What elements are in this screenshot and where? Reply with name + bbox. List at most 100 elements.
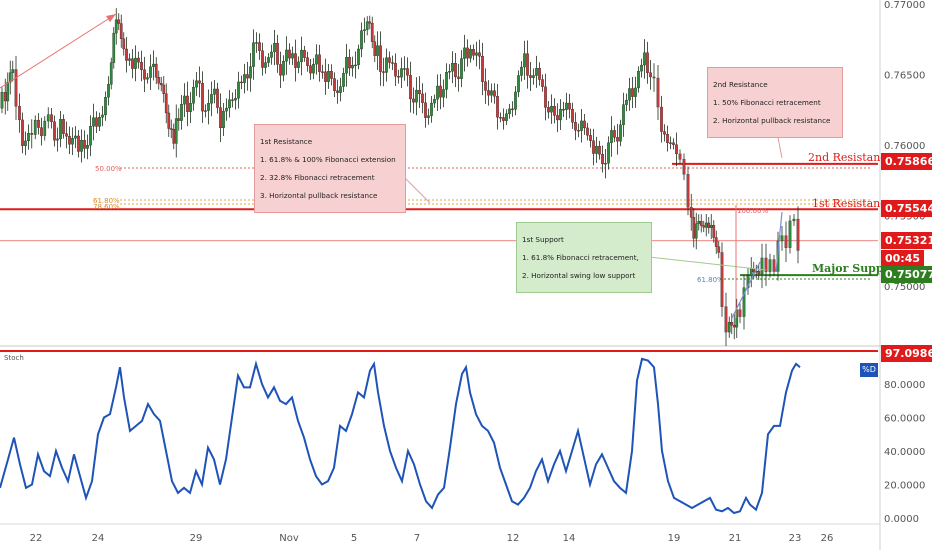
candle-body [577,130,580,132]
candle-body [162,84,166,94]
candle-body [592,140,595,154]
candle-body [565,102,568,110]
first-support-note: 1st Support 1. 61.8% Fibonacci retraceme… [516,222,652,293]
candle-body [412,98,415,103]
candle-body [201,82,204,112]
candle-body [484,81,487,91]
candle-body [140,62,143,70]
candle-body [732,324,736,328]
tag-second-resistance: 0.75866 [881,153,932,170]
time-tick-label: 12 [507,533,520,544]
fib-label: 100.00% [737,207,768,215]
projection-arrow [775,211,783,273]
candle-body [583,120,586,129]
candle-body [65,133,68,137]
candle-body [83,140,86,149]
candle-body [457,76,460,79]
candle-body [288,49,291,59]
candle-body [382,71,385,73]
candle-body [183,95,186,105]
candle-body [792,218,796,222]
time-tick-label: Nov [279,533,299,544]
candle-body [189,103,192,112]
candle-body [107,84,110,98]
price-tick-label: 0.76000 [884,141,925,152]
candle-body [616,137,619,142]
first-support-connector [639,255,767,271]
candle-body [225,107,228,112]
candle-body [580,120,583,131]
d-series-badge[interactable]: %D [860,363,878,377]
candle-body [445,71,448,90]
candle-body [30,133,34,135]
fib-label: 50.00% [95,165,122,173]
candle-body [391,62,394,64]
candle-body [502,117,505,121]
candle-body [43,120,47,136]
candle-body [204,110,207,112]
candle-body [574,122,577,131]
candle-body [442,89,445,98]
candle-body [784,235,788,248]
candle-body [98,117,101,127]
candle-body [255,42,258,44]
candle-body [270,51,273,58]
candle-body [365,21,369,30]
candle-body [216,88,219,108]
candle-body [568,102,571,110]
candle-body [379,45,382,72]
candle-body [772,259,776,272]
time-tick-label: 5 [351,533,357,544]
second-resistance-note: 2nd Resistance 1. 50% Fibonacci retracem… [707,67,843,138]
candle-body [6,82,10,102]
time-tick-label: 26 [821,533,834,544]
candle-body [448,71,451,73]
candle-body [370,23,374,42]
candle-body [172,129,176,144]
candle-body [167,112,171,129]
candle-body [720,252,724,307]
candle-body [678,153,682,160]
candle-body [535,68,538,76]
candle-body [186,95,189,112]
candle-body [517,75,520,93]
candle-body [258,42,261,51]
time-tick-label: 14 [563,533,576,544]
candle-body [493,90,496,97]
candle-body [40,127,43,136]
candle-body [92,117,95,127]
candle-body [454,63,457,78]
candle-body [607,142,610,164]
candle-body [50,114,53,122]
stoch-pane-label: Stoch [4,354,24,362]
candle-body [511,108,514,111]
candle-body [532,75,535,78]
candle-body [475,52,478,56]
fib-label: 61.80% [697,276,724,284]
candle-body [631,88,634,97]
candle-body [14,69,18,107]
candle-body [427,115,430,118]
candle-body [159,83,163,86]
candle-body [529,75,532,78]
candle-body [694,223,698,239]
note-line: 2. 32.8% Fibonacci retracement [260,173,375,182]
candle-body [101,114,104,118]
candle-body [686,174,690,208]
candle-body [415,89,418,103]
candle-body [210,94,213,104]
note-title: 1st Resistance [260,137,313,146]
stoch-tick-label: 0.0000 [884,514,919,525]
price-tick-label: 0.75500 [884,212,925,223]
candle-body [137,57,140,63]
candle-body [499,117,502,119]
candle-body [249,66,252,79]
candle-body [709,225,713,228]
candle-body [89,126,92,146]
candle-body [231,99,234,101]
candle-body [180,104,183,121]
candle-body [114,19,118,34]
candle-body [273,43,276,53]
candle-body [146,77,149,80]
candle-body [682,159,686,175]
